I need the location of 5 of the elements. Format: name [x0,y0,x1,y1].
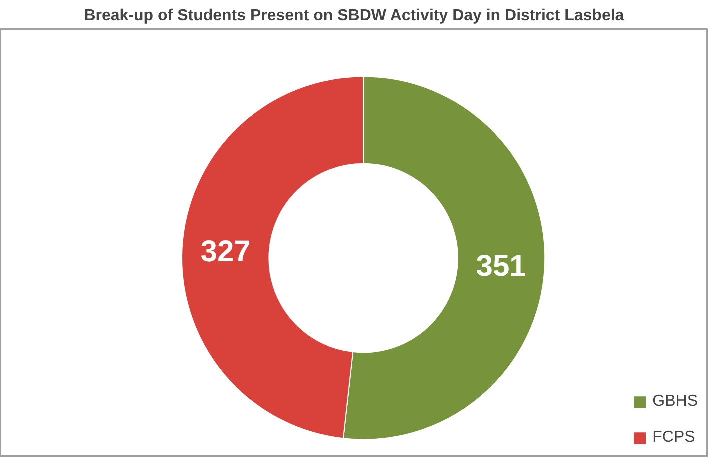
legend-label: FCPS [652,429,696,447]
chart-title: Break-up of Students Present on SBDW Activity Day in District Lasbela [84,8,624,24]
data-label: 351 [476,250,526,284]
data-label: 327 [200,235,251,268]
legend-label: GBHS [652,393,698,411]
